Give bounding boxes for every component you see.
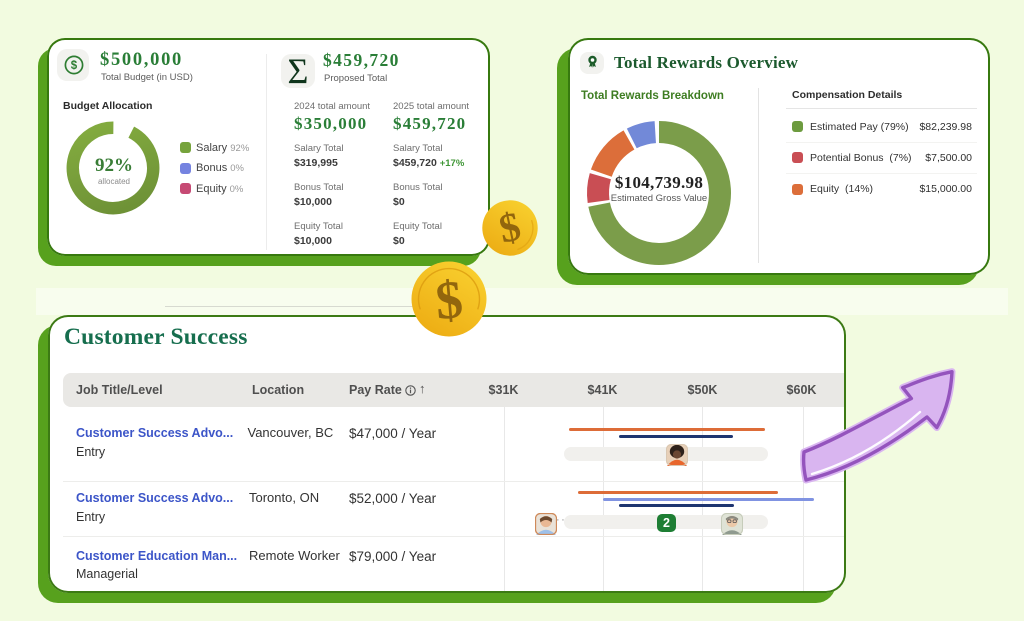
svg-text:$: $ xyxy=(433,269,465,331)
svg-text:$: $ xyxy=(71,60,78,72)
